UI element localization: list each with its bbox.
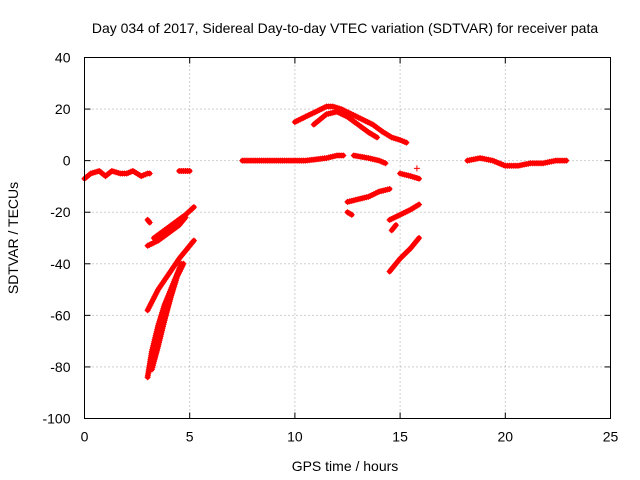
data-arc-arc-9 xyxy=(239,152,347,164)
data-point xyxy=(145,218,152,225)
data-arc-arc-2 xyxy=(144,216,153,226)
y-tick-label: 0 xyxy=(63,153,71,169)
data-series xyxy=(81,103,570,381)
data-point xyxy=(340,152,347,159)
data-trace xyxy=(389,222,399,233)
data-arc-arc-10 xyxy=(291,103,410,146)
y-tick-label: -100 xyxy=(42,411,70,427)
data-arc-arc-17 xyxy=(386,235,422,275)
x-tick-label: 5 xyxy=(186,429,194,445)
data-arc-arc-15 xyxy=(386,201,422,223)
data-point xyxy=(186,168,193,174)
data-arc-arc-1 xyxy=(81,168,153,182)
data-point xyxy=(386,186,393,192)
x-tick-label: 25 xyxy=(603,429,619,445)
data-point xyxy=(374,134,380,141)
data-arc-arc-4 xyxy=(150,204,197,241)
y-tick-label: -20 xyxy=(50,204,70,220)
data-arc-arc-8 xyxy=(176,168,193,174)
y-tick-label: -80 xyxy=(50,359,70,375)
axis-ticks: 0 5 10 15 20 25 -100 -80 -60 -40 -20 0 20 40 xyxy=(42,50,618,445)
x-tick-label: 0 xyxy=(81,429,89,445)
data-point xyxy=(348,211,355,218)
x-tick-label: 20 xyxy=(498,429,514,445)
data-point-single xyxy=(413,165,420,172)
data-point xyxy=(185,209,192,216)
data-arc-arc-7 xyxy=(148,260,187,373)
data-point xyxy=(382,160,389,167)
data-arc-arc-14 xyxy=(344,209,355,218)
data-point xyxy=(186,207,193,214)
y-tick-label: -40 xyxy=(50,256,70,272)
data-arc-arc-19 xyxy=(464,155,570,169)
data-point xyxy=(146,170,153,177)
data-arc-arc-12 xyxy=(350,152,389,167)
data-point xyxy=(392,222,399,229)
x-axis-label: GPS time / hours xyxy=(292,458,399,474)
y-tick-label: -60 xyxy=(50,307,70,323)
chart-title: Day 034 of 2017, Sidereal Day-to-day VTE… xyxy=(92,20,599,36)
data-arc-arc-11 xyxy=(310,108,380,141)
data-arc-arc-13 xyxy=(344,186,393,205)
plot-frame xyxy=(84,57,611,419)
data-point xyxy=(183,210,190,217)
data-point xyxy=(182,211,189,218)
data-point xyxy=(416,235,422,241)
x-tick-label: 15 xyxy=(392,429,408,445)
data-arc-arc-16 xyxy=(388,222,399,234)
data-point xyxy=(189,205,196,212)
data-point xyxy=(146,219,153,226)
grid-lines xyxy=(84,57,611,419)
x-tick-label: 10 xyxy=(287,429,303,445)
data-point xyxy=(190,204,197,211)
y-axis-label: SDTVAR / TECUs xyxy=(5,182,21,294)
y-tick-label: 20 xyxy=(55,101,71,117)
data-point xyxy=(563,157,570,164)
data-arc-arc-18 xyxy=(397,170,422,182)
data-point xyxy=(403,139,410,146)
data-point xyxy=(180,260,187,267)
data-point xyxy=(416,201,422,208)
data-arc-arc-3 xyxy=(144,214,189,249)
y-tick-label: 40 xyxy=(55,50,71,66)
data-arc-arc-5 xyxy=(144,237,197,314)
data-point xyxy=(416,175,422,182)
data-point xyxy=(190,237,197,244)
